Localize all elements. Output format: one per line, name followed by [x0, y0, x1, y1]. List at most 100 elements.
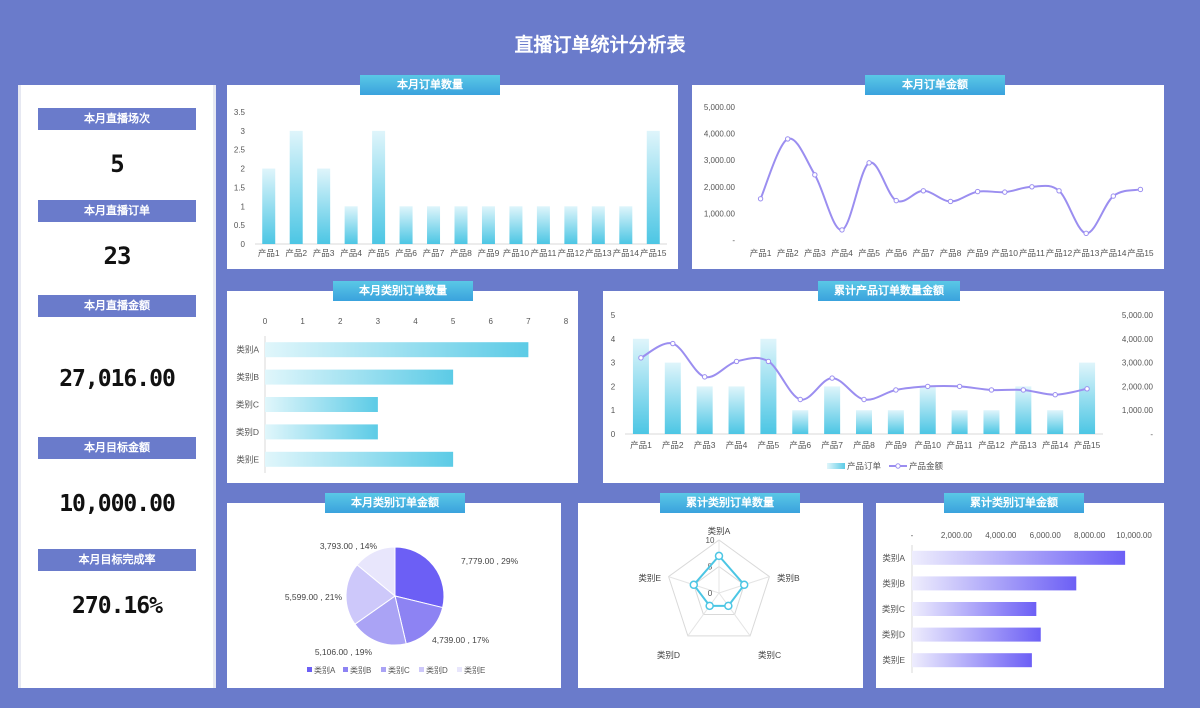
x-tick-label: 6,000.00 [1030, 531, 1062, 540]
y-tick-label: 3 [611, 359, 616, 368]
y-tick-label: 4,000.00 [704, 130, 736, 139]
pie-data-label: 5,106.00 , 19% [315, 647, 373, 657]
bar [481, 206, 495, 244]
x-tick-label: 产品12 [978, 440, 1005, 450]
y-tick-label: 1.5 [234, 183, 246, 192]
bar [619, 206, 633, 244]
x-tick-label: 产品9 [478, 248, 500, 258]
pie-slice [394, 595, 444, 645]
bar [632, 338, 649, 434]
x-tick-label: 2 [338, 317, 343, 326]
line-point [925, 383, 931, 390]
x-tick-label: 8,000.00 [1074, 531, 1106, 540]
y-tick-label: 1 [611, 406, 616, 415]
kpi-value-sessions: 5 [110, 150, 124, 178]
cumulative-category-amount-title: 累计类别订单金额 [944, 493, 1084, 513]
x-tick-label: 产品15 [1127, 248, 1154, 258]
x-tick-label: 产品3 [313, 248, 335, 258]
line-point [893, 197, 899, 204]
y-tick-label: 类别D [882, 630, 905, 640]
monthly-amount-chart: - 1,000.00 2,000.00 3,000.00 4,000.00 5,000.0… [704, 103, 1154, 258]
line-point [757, 196, 764, 202]
x-tick-label: 产品15 [1074, 440, 1101, 450]
kpi-label-amount: 本月直播金额 [38, 295, 196, 317]
cumulative-product-title: 累计产品订单数量金额 [818, 281, 960, 301]
y-tick-label: 类别E [236, 454, 259, 464]
x-tick-label: 产品2 [662, 440, 684, 450]
pie-slice [345, 564, 396, 625]
legend-swatch [381, 667, 386, 672]
x-tick-label: 产品9 [967, 248, 989, 258]
legend-label: 类别E [464, 665, 485, 675]
legend-line-marker [895, 463, 901, 469]
x-tick-label: 产品14 [1100, 248, 1127, 258]
radar-axis-label: 类别C [758, 650, 781, 660]
bar [696, 386, 713, 434]
line-point [812, 172, 818, 178]
pie-slice [394, 546, 445, 609]
page-title: 直播订单统计分析表 [514, 34, 686, 56]
bar [912, 653, 1032, 668]
bar [664, 362, 681, 434]
x-tick-label: 产品13 [585, 248, 612, 258]
radar-spoke [718, 592, 751, 637]
bar [912, 602, 1037, 616]
category-amount-pie-title: 本月类别订单金额 [325, 493, 465, 513]
monthly-count-title: 本月订单数量 [360, 75, 500, 95]
category-amount-pie-chart: 7,779.00 , 29% 4,739.00 , 17% 5,106.00 , 1… [285, 541, 519, 675]
kpi-value-target: 10,000.00 [59, 491, 176, 517]
x-tick-label: 产品4 [340, 248, 362, 258]
x-tick-label: 产品10 [992, 248, 1019, 258]
x-tick-label: 产品5 [858, 248, 880, 258]
radar-point [714, 551, 724, 561]
x-tick-label: 产品3 [804, 248, 826, 258]
line-point [1084, 386, 1090, 392]
x-tick-label: 产品6 [789, 440, 811, 450]
line-point [866, 160, 872, 166]
bar [265, 369, 454, 385]
x-tick-label: 产品12 [558, 248, 585, 258]
line-point [1052, 392, 1058, 398]
y-tick-label: 类别C [882, 604, 905, 614]
x-tick-label: 产品4 [726, 440, 748, 450]
radar-spoke [687, 592, 720, 637]
x-tick-label: 4 [413, 317, 418, 326]
monthly-amount-panel: 本月订单金额 - 1,000.00 2,000.00 3,000.00 4,000.00… [692, 75, 1164, 269]
y-tick-label: 3 [241, 127, 246, 136]
line-point [785, 136, 791, 142]
bar [536, 206, 550, 244]
bar [912, 576, 1077, 591]
y-tick-label: 0 [241, 240, 246, 249]
x-tick-label: 3 [376, 317, 381, 326]
cumulative-category-count-panel: 累计类别订单数量 0 5 10 类别A 类别B 类别C 类别D 类别E [578, 493, 863, 688]
bar [372, 130, 386, 244]
bar [289, 130, 303, 244]
x-tick-label: 产品9 [885, 440, 907, 450]
radar-point [739, 580, 749, 590]
radar-grid [668, 539, 770, 637]
category-count-panel: 本月类别订单数量 0 1 2 3 4 5 6 7 8 类别A 类别B 类别C 类别D 类别E [227, 281, 578, 483]
legend-swatch [419, 667, 424, 672]
category-count-title: 本月类别订单数量 [333, 281, 473, 301]
line-point [839, 227, 845, 233]
bar [983, 410, 1000, 434]
line-point [670, 340, 676, 347]
y2-tick-label: 3,000.00 [1122, 359, 1154, 368]
y-tick-label: 5,000.00 [704, 103, 736, 112]
x-tick-label: 产品14 [1042, 440, 1069, 450]
x-tick-label: 产品7 [423, 248, 445, 258]
legend-label: 类别A [314, 665, 336, 675]
pie-data-label: 4,739.00 , 17% [432, 635, 490, 645]
radar-point [705, 601, 714, 611]
bar [317, 168, 331, 244]
x-tick-label: 产品1 [258, 248, 280, 258]
bar [265, 424, 378, 440]
kpi-label-completion: 本月目标完成率 [38, 549, 196, 571]
y-tick-label: 1,000.00 [704, 209, 736, 218]
kpi-label-sessions: 本月直播场次 [38, 108, 196, 130]
line-point [974, 188, 981, 195]
bar [1015, 386, 1032, 434]
legend-label: 类别B [350, 665, 371, 675]
bar [509, 206, 523, 244]
y-tick-label: 2,000.00 [704, 183, 736, 192]
